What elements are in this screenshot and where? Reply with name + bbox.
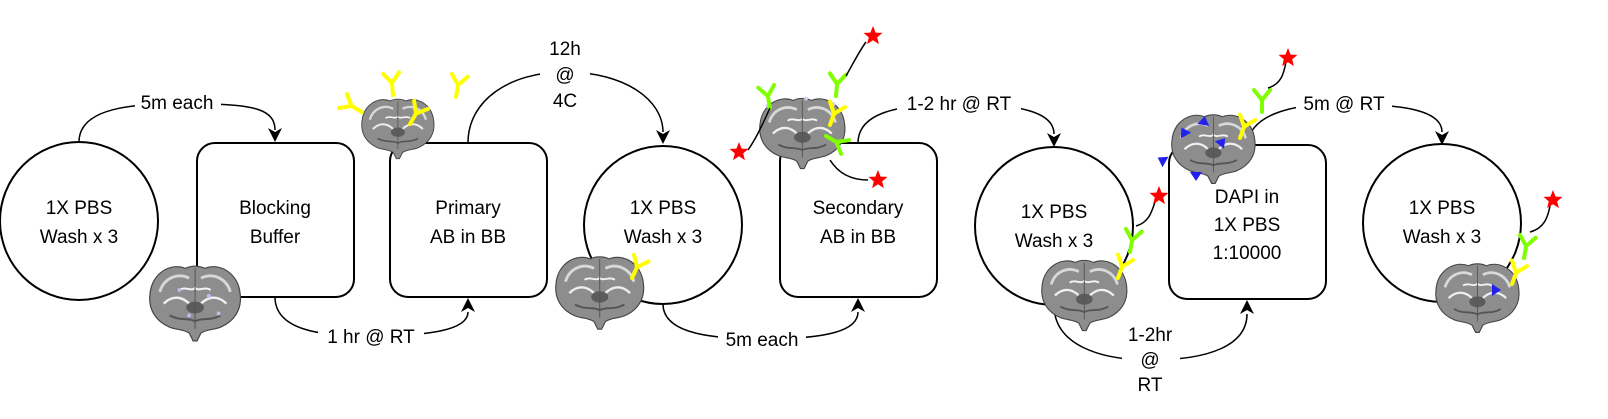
- connector-label: 4C: [553, 91, 577, 112]
- step-label-line: Primary: [435, 198, 501, 219]
- step-label-line: 1X PBS: [1214, 215, 1281, 236]
- brain-section-icon: [148, 264, 242, 343]
- connector-label: @: [1140, 350, 1159, 371]
- connector-label: 1-2 hr @ RT: [907, 94, 1012, 115]
- linker-line: [747, 107, 771, 151]
- blocking-buffer-step: Blocking Buffer: [196, 142, 355, 298]
- connector-wash1-blocking: 5m each: [78, 92, 282, 143]
- step-label-line: Wash x 3: [40, 227, 119, 248]
- step-label-line: 1X PBS: [1021, 202, 1088, 223]
- arrowhead-icon: [851, 298, 865, 312]
- connector-label: @: [555, 65, 574, 86]
- connector-wash2-secondary: 5m each: [662, 298, 865, 351]
- linker-line: [845, 41, 867, 77]
- linker-line: [1529, 205, 1551, 233]
- arrowhead-icon: [461, 298, 475, 312]
- connector-label: 5m each: [141, 93, 214, 114]
- step-label-line: 1X PBS: [46, 198, 113, 219]
- connector-secondary-wash3: 1-2 hr @ RT: [857, 93, 1061, 147]
- brain-section-icon: [1040, 258, 1129, 332]
- connector-label: 1 hr @ RT: [327, 327, 415, 348]
- step-label-line: AB in BB: [430, 227, 506, 248]
- linker-line: [829, 159, 869, 181]
- brain-section-icon: [554, 255, 646, 331]
- arrowhead-icon: [1435, 131, 1449, 145]
- step-label-line: DAPI in: [1215, 187, 1279, 208]
- primary-box: [389, 142, 548, 298]
- wash-circle: [0, 141, 159, 301]
- brain-section-icon: [1434, 262, 1521, 334]
- connector-label: 5m each: [726, 330, 799, 351]
- connector-label: 1-2hr: [1128, 325, 1173, 346]
- step-label-line: Secondary: [813, 198, 904, 219]
- step-label-line: 1:10000: [1213, 243, 1282, 264]
- arrowhead-icon: [656, 130, 670, 144]
- connector-label: RT: [1138, 375, 1163, 396]
- primary-antibody-step: Primary AB in BB: [389, 142, 548, 298]
- wash-step-1: 1X PBS Wash x 3: [0, 141, 159, 301]
- connector-primary-wash2: 12h @ 4C: [467, 36, 670, 144]
- connector-dapi-wash4: 5m @ RT: [1246, 93, 1449, 146]
- step-label-line: Wash x 3: [1403, 227, 1482, 248]
- fluorophore-star-icon: [1543, 190, 1563, 209]
- secondary-antibody-step: Secondary AB in BB: [779, 142, 938, 298]
- connector-label: 5m @ RT: [1303, 94, 1385, 115]
- connector-label: 12h: [549, 39, 581, 60]
- fluorophore-star-icon: [1149, 186, 1169, 205]
- linker-line: [1135, 201, 1156, 227]
- step-label-line: AB in BB: [820, 227, 896, 248]
- arrowhead-icon: [268, 128, 282, 142]
- linker-line: [1267, 61, 1287, 89]
- arrowhead-icon: [1047, 133, 1061, 147]
- step-label-line: 1X PBS: [1409, 198, 1476, 219]
- step-label-line: 1X PBS: [630, 198, 697, 219]
- step-label-line: Blocking: [239, 198, 311, 219]
- step-label-line: Wash x 3: [624, 227, 703, 248]
- connector-blocking-primary: 1 hr @ RT: [274, 296, 475, 348]
- arrowhead-icon: [1240, 300, 1254, 314]
- step-label-line: Wash x 3: [1015, 231, 1094, 252]
- secondary-antibody-icon: [1252, 88, 1272, 114]
- fluorophore-star-icon: [1278, 48, 1298, 67]
- wash-step-4: 1X PBS Wash x 3: [1362, 143, 1522, 303]
- dapi-step: DAPI in 1X PBS 1:10000: [1168, 144, 1327, 300]
- step-label-line: Buffer: [250, 227, 301, 248]
- connector-wash3-dapi: 1-2hr @ RT: [1053, 300, 1254, 396]
